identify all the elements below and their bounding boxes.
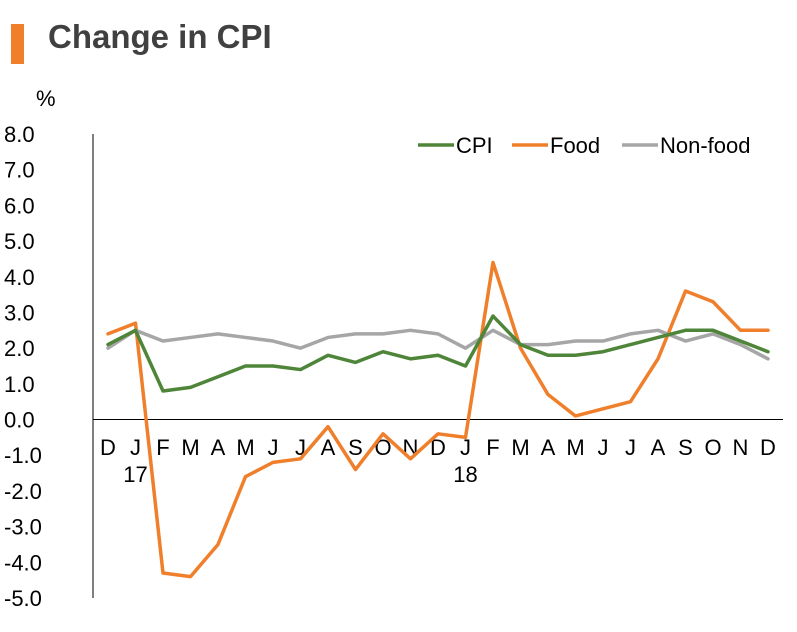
series-line-food (106, 260, 770, 579)
y-tick-label: 5.0 (4, 229, 35, 254)
legend-label-food: Food (550, 133, 600, 158)
x-tick-label: M (236, 435, 254, 460)
y-tick-label: 7.0 (4, 158, 35, 183)
series-line-non-food (106, 328, 770, 361)
x-tick-label: A (541, 435, 556, 460)
y-tick-label: 1.0 (4, 372, 35, 397)
y-tick-label: 0.0 (4, 408, 35, 433)
title-accent-bar (11, 24, 24, 64)
x-tick-label: N (733, 435, 749, 460)
x-tick-label: J (625, 435, 636, 460)
x-tick-label: S (678, 435, 693, 460)
y-tick-label: 8.0 (4, 122, 35, 147)
x-tick-label: A (211, 435, 226, 460)
series-line-cpi (106, 314, 770, 393)
series-lines (106, 260, 770, 579)
y-tick-label: -3.0 (4, 515, 42, 540)
x-tick-label: J (460, 435, 471, 460)
y-tick-label: 2.0 (4, 336, 35, 361)
x-tick-label: N (403, 435, 419, 460)
x-tick-label: J (295, 435, 306, 460)
y-tick-label: 3.0 (4, 300, 35, 325)
y-tick-label: 4.0 (4, 265, 35, 290)
x-tick-label: J (268, 435, 279, 460)
y-tick-label: -4.0 (4, 550, 42, 575)
x-tick-label: S (348, 435, 363, 460)
y-axis-unit: % (36, 86, 56, 111)
x-tick-label: D (760, 435, 776, 460)
x-tick-label: F (156, 435, 169, 460)
chart-axes (92, 134, 783, 598)
x-tick-label: O (704, 435, 721, 460)
x-year-label: 18 (453, 462, 477, 487)
legend-label-cpi: CPI (456, 133, 493, 158)
legend-label-non-food: Non-food (660, 133, 751, 158)
x-tick-label: A (321, 435, 336, 460)
x-tick-label: F (486, 435, 499, 460)
y-tick-label: -2.0 (4, 479, 42, 504)
y-tick-labels: 8.0 7.0 6.0 5.0 4.0 3.0 2.0 1.0 0.0 -1.0 -2.0 -3.0 -… (4, 122, 42, 611)
x-tick-label: M (511, 435, 529, 460)
y-tick-label: 6.0 (4, 193, 35, 218)
x-tick-label: A (651, 435, 666, 460)
x-tick-label: J (598, 435, 609, 460)
y-tick-label: -5.0 (4, 586, 42, 611)
chart-legend: CPI Food Non-food (418, 133, 751, 158)
x-year-label: 17 (123, 462, 147, 487)
chart-title: Change in CPI (48, 18, 272, 55)
y-tick-label: -1.0 (4, 443, 42, 468)
x-tick-label: D (430, 435, 446, 460)
x-tick-label: M (181, 435, 199, 460)
x-tick-label: M (566, 435, 584, 460)
x-tick-label: D (100, 435, 116, 460)
x-tick-labels: D J F M A M J J A S O N D J F M A M J J A S O N D17 18 (100, 435, 776, 487)
x-tick-label: J (130, 435, 141, 460)
